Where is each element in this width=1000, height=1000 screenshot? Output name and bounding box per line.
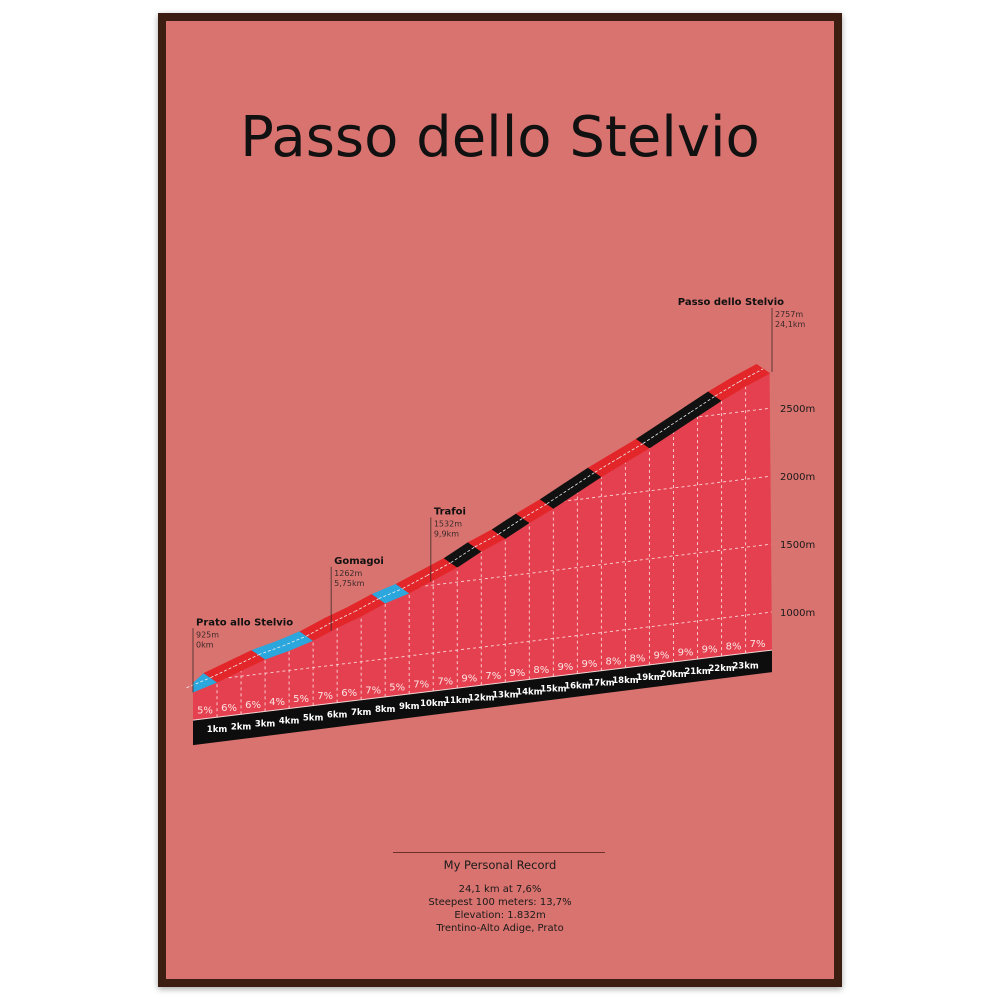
record-divider: [393, 852, 605, 853]
record-steepest: Steepest 100 meters: 13,7%: [428, 897, 572, 908]
base-edge: [192, 649, 773, 721]
km-label: 21km: [684, 667, 710, 677]
km-label: 2km: [231, 722, 252, 732]
annotation-name: Gomagoi: [334, 556, 384, 567]
y-tick-label: 2000m: [780, 472, 815, 483]
grade-label: 7%: [365, 685, 381, 696]
km-label: 8km: [375, 705, 396, 715]
km-label: 10km: [420, 699, 446, 709]
grade-label: 7%: [485, 671, 501, 682]
km-label: 9km: [399, 702, 420, 712]
grade-label: 6%: [341, 688, 357, 699]
km-label: 16km: [564, 682, 590, 692]
grade-label: 8%: [630, 653, 646, 664]
km-label: 23km: [732, 661, 758, 671]
km-label: 1km: [207, 725, 228, 735]
annotation-distance: 9,9km: [434, 529, 459, 538]
annotation-distance: 24,1km: [775, 320, 805, 329]
grade-label: 9%: [702, 645, 718, 656]
grade-band-segment: [731, 363, 771, 387]
road-centerline: [426, 562, 451, 576]
y-tick-label: 1500m: [780, 540, 815, 551]
grade-label: 5%: [293, 694, 309, 705]
km-label: 12km: [468, 693, 494, 703]
grade-label: 6%: [221, 703, 237, 714]
annotation-distance: 0km: [196, 640, 214, 649]
road-centerline: [330, 611, 355, 624]
road-centerline: [186, 677, 211, 689]
grade-label: 9%: [461, 674, 477, 685]
grade-label: 7%: [317, 691, 333, 702]
km-label: 18km: [612, 676, 638, 686]
road-centerline: [474, 533, 500, 548]
base-band: [193, 650, 772, 746]
poster-title: Passo dello Stelvio: [240, 105, 760, 170]
road-centerline: [282, 635, 307, 647]
km-label: 5km: [303, 714, 324, 724]
km-label: 19km: [636, 673, 662, 683]
grade-label: 9%: [581, 659, 597, 670]
road-centerline: [306, 622, 331, 637]
km-label: 7km: [351, 708, 372, 718]
km-label: 6km: [327, 711, 348, 721]
front-face: [193, 373, 772, 721]
y-tick-label: 1000m: [780, 608, 815, 619]
km-label: 17km: [588, 679, 614, 689]
road-centerline: [210, 665, 235, 679]
km-label: 14km: [516, 687, 542, 697]
annotation-distance: 5,75km: [334, 579, 364, 588]
grade-label: 7%: [437, 677, 453, 688]
km-label: 11km: [444, 696, 470, 706]
road-centerline: [258, 645, 283, 656]
grade-label: 4%: [269, 697, 285, 708]
km-label: 22km: [708, 664, 734, 674]
road-centerline: [402, 575, 427, 589]
road-centerline: [234, 654, 259, 667]
km-label: 13km: [492, 690, 518, 700]
road-centerline: [354, 598, 379, 612]
y-tick-label: 2500m: [780, 404, 815, 415]
grade-label: 6%: [245, 700, 261, 711]
annotation-elevation: 1532m: [434, 519, 462, 528]
grade-label: 9%: [654, 650, 670, 661]
grade-label: 7%: [750, 639, 766, 650]
record-elevation: Elevation: 1.832m: [454, 910, 546, 921]
annotation-name: Passo dello Stelvio: [678, 297, 784, 308]
km-label: 20km: [660, 670, 686, 680]
record-title: My Personal Record: [443, 858, 557, 872]
km-label: 15km: [540, 685, 566, 695]
grade-label: 8%: [726, 642, 742, 653]
grade-label: 9%: [678, 648, 694, 659]
km-label: 4km: [279, 717, 300, 727]
grade-label: 7%: [413, 680, 429, 691]
grade-label: 5%: [197, 706, 213, 717]
road-centerline: [738, 368, 764, 383]
record-location: Trentino-Alto Adige, Prato: [436, 923, 564, 934]
grade-label: 9%: [557, 662, 573, 673]
grade-label: 9%: [509, 668, 525, 679]
annotation-elevation: 1262m: [334, 569, 362, 578]
record-distance-grade: 24,1 km at 7,6%: [458, 884, 542, 895]
grade-label: 8%: [533, 665, 549, 676]
road-centerline: [378, 588, 403, 600]
annotation-elevation: 925m: [196, 630, 219, 639]
annotation-name: Prato allo Stelvio: [196, 617, 293, 628]
grade-label: 5%: [389, 682, 405, 693]
annotation-elevation: 2757m: [775, 310, 803, 319]
grade-label: 8%: [605, 656, 621, 667]
km-label: 3km: [255, 719, 276, 729]
annotation-name: Trafoi: [434, 506, 466, 517]
